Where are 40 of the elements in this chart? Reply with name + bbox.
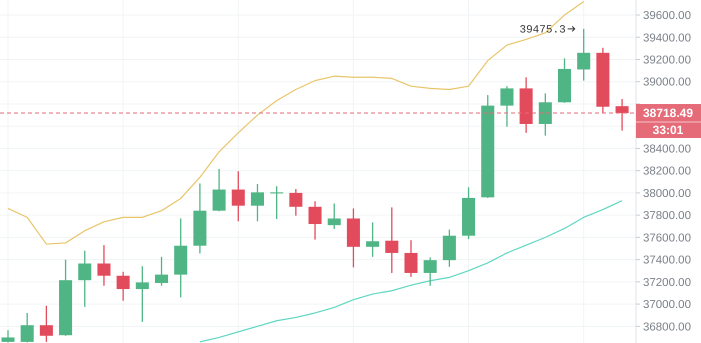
candlestick [270,186,284,220]
y-tick-label: 37600.00 [643,232,691,244]
y-tick-label: 37000.00 [643,299,691,312]
candlestick [136,266,149,323]
y-tick-label: 37400.00 [643,254,691,267]
candlestick [212,168,226,212]
candlestick [404,240,418,278]
y-tick-label: 37200.00 [643,276,691,289]
candlestick [577,28,590,82]
candlestick [538,92,552,136]
candlestick [154,256,168,286]
candlestick [289,188,302,216]
y-tick-label: 37800.00 [643,210,691,222]
text: 33:01 [652,123,684,138]
ref-line-label: 38718.49 [642,106,694,120]
y-tick-label: 39600.00 [643,10,691,22]
candlestick [328,202,341,230]
candlestick [116,271,130,302]
candlestick [97,244,110,286]
y-tick-label: 36800.00 [643,321,691,334]
line-series [199,200,623,342]
candlestick [78,250,92,308]
y-tick-label: 39200.00 [643,54,691,67]
candlestick [616,98,629,132]
candlestick [232,170,245,222]
candlestick [20,312,34,343]
candlestick [308,200,322,240]
line-series [7,1,584,245]
candlestick [250,183,264,222]
candlestick [1,330,15,343]
y-tick-label: 38400.00 [643,143,691,156]
y-tick-label: 39400.00 [643,32,691,44]
candlestick [500,86,514,128]
y-tick-label: 38200.00 [643,166,691,178]
candlestick [385,206,398,274]
candlestick [424,256,437,286]
y-tick-label: 38000.00 [643,188,691,200]
candlestick [366,222,380,258]
y-tick-label: 39000.00 [643,76,691,89]
candlestick [40,305,53,343]
